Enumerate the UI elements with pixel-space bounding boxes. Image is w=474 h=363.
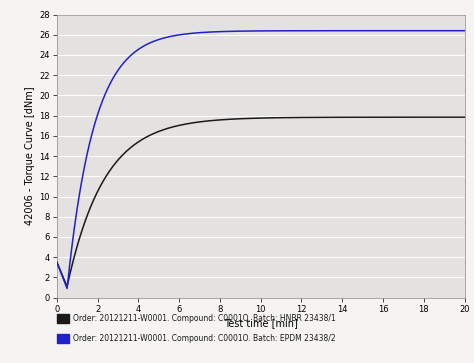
Y-axis label: 42006 - Torque Curve [dNm]: 42006 - Torque Curve [dNm] [25,87,35,225]
X-axis label: Test time [min]: Test time [min] [224,318,298,328]
Text: Order: 20121211-W0001. Compound: C0001O. Batch: HNBR 23438/1: Order: 20121211-W0001. Compound: C0001O.… [73,314,336,323]
Text: Order: 20121211-W0001. Compound: C0001O. Batch: EPDM 23438/2: Order: 20121211-W0001. Compound: C0001O.… [73,334,336,343]
